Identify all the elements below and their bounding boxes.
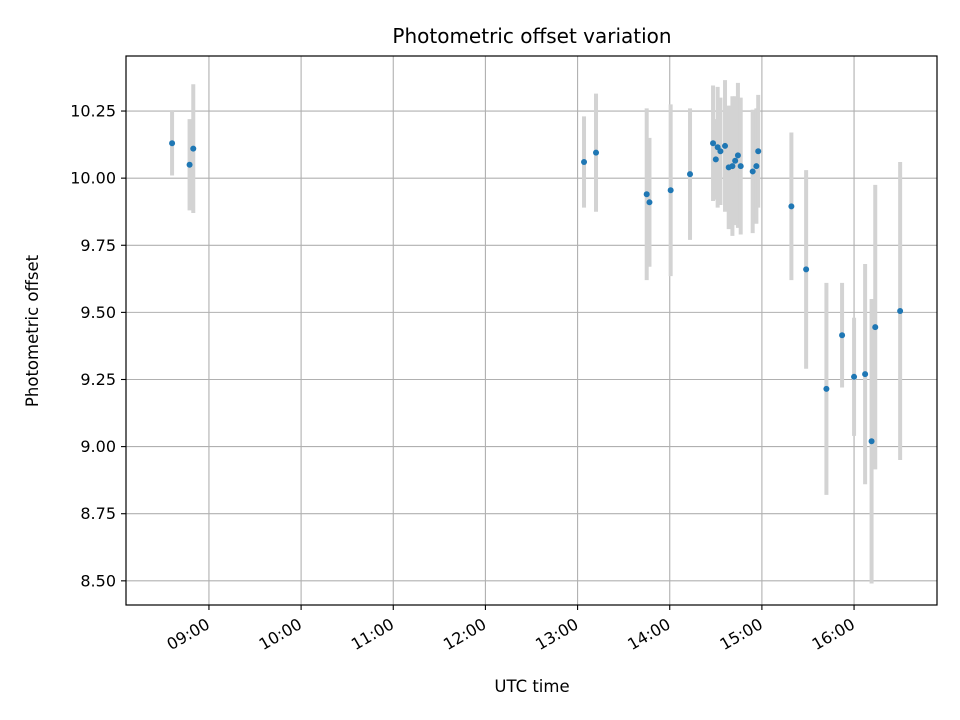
data-point xyxy=(851,373,858,380)
data-point xyxy=(897,308,904,315)
data-point xyxy=(710,140,717,147)
data-point xyxy=(755,148,762,155)
y-tick-label: 10.25 xyxy=(70,102,116,121)
y-tick-label: 8.75 xyxy=(80,504,116,523)
data-point xyxy=(190,145,197,152)
y-tick-label: 9.25 xyxy=(80,370,116,389)
data-point xyxy=(788,203,795,210)
data-point xyxy=(823,385,830,392)
data-point xyxy=(732,157,739,164)
data-point xyxy=(749,168,756,175)
y-axis-label: Photometric offset xyxy=(23,254,42,407)
data-point xyxy=(712,156,719,163)
y-tick-label: 9.50 xyxy=(80,303,116,322)
data-point xyxy=(737,163,744,170)
data-point xyxy=(722,142,729,149)
y-tick-label: 9.00 xyxy=(80,437,116,456)
data-point xyxy=(169,140,176,147)
x-axis-label: UTC time xyxy=(494,677,569,696)
data-point xyxy=(593,149,600,156)
data-point xyxy=(687,171,694,178)
axis-ticks: 09:00 10:00 11:00 12:00 13:00 14:00 15:00 16:00… xyxy=(70,102,858,654)
data-point xyxy=(839,332,846,339)
data-point xyxy=(868,438,875,445)
data-point xyxy=(643,191,650,198)
chart-title: Photometric offset variation xyxy=(392,24,671,48)
data-point xyxy=(734,152,741,159)
data-point xyxy=(581,159,588,166)
data-point xyxy=(753,163,760,170)
data-point xyxy=(717,148,724,155)
plot-area-frame xyxy=(125,55,938,606)
data-points xyxy=(169,140,904,445)
y-tick-label: 9.75 xyxy=(80,236,116,255)
data-point xyxy=(667,187,674,194)
data-point xyxy=(646,199,653,206)
y-tick-label: 10.00 xyxy=(70,169,116,188)
y-tick-label: 8.50 xyxy=(80,571,116,590)
data-point xyxy=(862,371,869,378)
data-point xyxy=(186,161,193,168)
data-point xyxy=(803,266,810,273)
data-point xyxy=(729,163,736,170)
data-point xyxy=(872,324,879,331)
